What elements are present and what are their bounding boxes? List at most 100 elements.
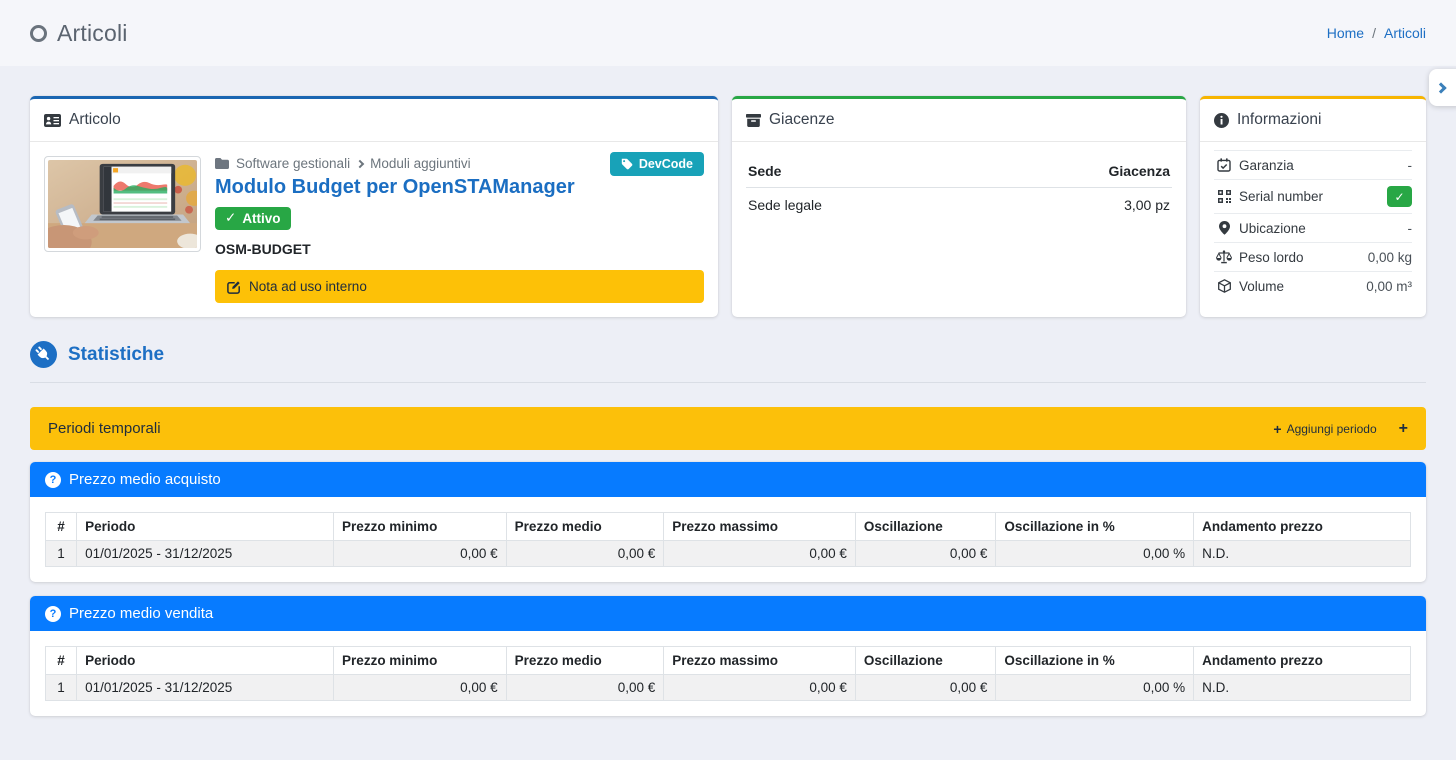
cell-price-trend: N.D. <box>1193 674 1411 701</box>
cell-oscillation: 0,00 € <box>854 540 997 567</box>
info-circle-icon <box>1214 112 1229 128</box>
plug-icon <box>30 341 57 368</box>
stock-card-header: Giacenze <box>732 99 1186 142</box>
folder-icon <box>215 158 229 169</box>
statistics-heading: Statistiche <box>30 341 1426 368</box>
stock-table: Sede Giacenza Sede legale 3,00 pz <box>746 156 1172 222</box>
stock-col-qty: Giacenza <box>977 156 1172 188</box>
category-parent-link[interactable]: Software gestionali <box>236 156 351 171</box>
stock-card: Giacenze Sede Giacenza Sede legale 3,00 … <box>732 96 1186 317</box>
product-photo-illustration <box>48 160 197 248</box>
info-row-location: Ubicazione - <box>1214 213 1412 242</box>
col-max-price: Prezzo massimo <box>663 512 856 541</box>
check-icon: ✓ <box>1394 189 1405 204</box>
chevron-right-icon <box>1435 81 1447 94</box>
purchase-price-section: ? Prezzo medio acquisto # Periodo Prezzo… <box>30 462 1426 582</box>
collapse-toggle-button[interactable]: + <box>1399 420 1408 438</box>
breadcrumb-home-link[interactable]: Home <box>1326 25 1365 41</box>
status-badge-label: Attivo <box>242 210 281 226</box>
article-card-body: Software gestionali Moduli aggiuntivi De… <box>30 142 718 317</box>
breadcrumb-current-link[interactable]: Articoli <box>1383 25 1426 41</box>
cards-row: Articolo <box>30 96 1426 317</box>
chevron-right-icon <box>355 159 365 169</box>
side-panel-toggle-button[interactable] <box>1429 69 1456 106</box>
purchase-price-header: ? Prezzo medio acquisto <box>30 462 1426 497</box>
status-badge: ✓ Attivo <box>215 207 291 230</box>
col-price-trend: Andamento prezzo <box>1193 512 1411 541</box>
article-image[interactable] <box>44 156 201 252</box>
qrcode-icon <box>1214 190 1234 203</box>
info-row-volume: Volume 0,00 m³ <box>1214 271 1412 300</box>
page-title-wrap: Articoli <box>30 20 128 47</box>
purchase-price-body: # Periodo Prezzo minimo Prezzo medio Pre… <box>30 497 1426 582</box>
stock-col-site: Sede <box>746 156 978 188</box>
purchase-price-title: Prezzo medio acquisto <box>69 471 221 488</box>
info-label: Ubicazione <box>1239 220 1306 236</box>
info-row-serial: Serial number ✓ <box>1214 179 1412 213</box>
sale-price-body: # Periodo Prezzo minimo Prezzo medio Pre… <box>30 631 1426 716</box>
info-card-header: Informazioni <box>1200 99 1426 142</box>
category-child-link[interactable]: Moduli aggiuntivi <box>370 156 471 171</box>
sale-price-header: ? Prezzo medio vendita <box>30 596 1426 631</box>
table-row: 1 01/01/2025 - 31/12/2025 0,00 € 0,00 € … <box>44 674 1411 701</box>
info-label: Serial number <box>1239 189 1324 204</box>
col-period: Periodo <box>76 646 335 675</box>
article-name-link[interactable]: Modulo Budget per OpenSTAManager <box>215 176 575 198</box>
plus-icon: + <box>1273 420 1282 437</box>
cell-period: 01/01/2025 - 31/12/2025 <box>76 674 335 701</box>
cell-index: 1 <box>44 540 78 567</box>
map-marker-icon <box>1214 221 1234 235</box>
cell-avg-price: 0,00 € <box>505 674 665 701</box>
cell-oscillation-pct: 0,00 % <box>995 540 1195 567</box>
internal-note-label: Nota ad uso interno <box>249 279 367 294</box>
divider <box>30 382 1426 383</box>
brand-badge[interactable]: DevCode <box>609 152 704 176</box>
breadcrumb-separator: / <box>1372 25 1376 41</box>
cell-price-trend: N.D. <box>1193 540 1411 567</box>
col-max-price: Prezzo massimo <box>663 646 856 675</box>
info-row-warranty: Garanzia - <box>1214 150 1412 179</box>
cell-max-price: 0,00 € <box>663 674 856 701</box>
stock-card-title: Giacenze <box>769 111 835 128</box>
balance-scale-icon <box>1214 250 1234 264</box>
cell-period: 01/01/2025 - 31/12/2025 <box>76 540 335 567</box>
cell-max-price: 0,00 € <box>663 540 856 567</box>
cell-oscillation-pct: 0,00 % <box>995 674 1195 701</box>
col-avg-price: Prezzo medio <box>505 512 665 541</box>
info-row-weight: Peso lordo 0,00 kg <box>1214 242 1412 271</box>
help-icon[interactable]: ? <box>45 605 61 622</box>
info-value: 0,00 kg <box>1367 249 1412 265</box>
brand-badge-label: DevCode <box>638 157 693 171</box>
purchase-price-table: # Periodo Prezzo minimo Prezzo medio Pre… <box>44 512 1411 567</box>
col-oscillation-pct: Oscillazione in % <box>995 646 1195 675</box>
info-value: - <box>1407 220 1413 236</box>
article-card: Articolo <box>30 96 718 317</box>
periods-bar: Periodi temporali + Aggiungi periodo + <box>30 407 1426 450</box>
statistics-title: Statistiche <box>68 343 165 365</box>
info-label: Peso lordo <box>1239 249 1304 265</box>
archive-icon <box>746 113 761 127</box>
add-period-label: Aggiungi periodo <box>1286 421 1377 436</box>
main-content: Articolo <box>0 66 1456 716</box>
circle-icon <box>30 24 47 42</box>
sale-price-table: # Periodo Prezzo minimo Prezzo medio Pre… <box>44 646 1411 701</box>
help-icon[interactable]: ? <box>45 471 61 488</box>
cell-avg-price: 0,00 € <box>505 540 665 567</box>
col-min-price: Prezzo minimo <box>333 512 507 541</box>
table-header-row: # Periodo Prezzo minimo Prezzo medio Pre… <box>44 646 1411 675</box>
info-label: Volume <box>1239 278 1285 294</box>
info-label: Garanzia <box>1239 157 1294 173</box>
col-index: # <box>44 512 78 541</box>
cell-index: 1 <box>44 674 78 701</box>
stock-row: Sede legale 3,00 pz <box>746 188 1172 223</box>
sale-price-title: Prezzo medio vendita <box>69 605 214 622</box>
table-row: 1 01/01/2025 - 31/12/2025 0,00 € 0,00 € … <box>44 540 1411 567</box>
cell-min-price: 0,00 € <box>333 540 507 567</box>
internal-note-button[interactable]: Nota ad uso interno <box>215 270 704 303</box>
stock-qty: 3,00 pz <box>1124 197 1170 213</box>
sale-price-section: ? Prezzo medio vendita # Periodo Prezzo … <box>30 596 1426 716</box>
info-card-body: Garanzia - <box>1200 142 1426 306</box>
add-period-button[interactable]: + Aggiungi periodo <box>1273 421 1376 437</box>
check-icon: ✓ <box>225 210 237 225</box>
plus-icon: + <box>1398 419 1408 437</box>
